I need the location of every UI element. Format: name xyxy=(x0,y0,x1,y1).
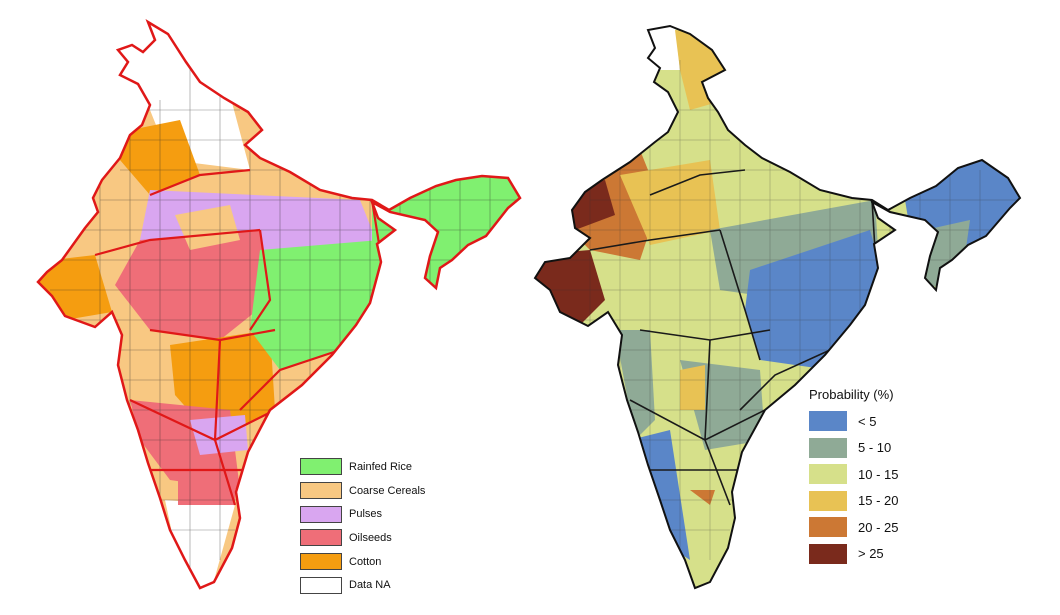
india-outline-left xyxy=(36,19,522,590)
region-rice-east xyxy=(250,240,385,370)
region-oilseeds-central xyxy=(115,230,270,340)
legend-label: Oilseeds xyxy=(349,531,392,544)
probability-legend: Probability (%) < 5 5 - 10 10 - 15 15 - … xyxy=(809,386,898,567)
legend-title: Probability (%) xyxy=(809,387,894,402)
legend-item-gt25: > 25 xyxy=(809,541,898,568)
region-data-na-north xyxy=(118,22,250,170)
legend-label: < 5 xyxy=(858,413,877,429)
legend-label: 15 - 20 xyxy=(858,493,899,509)
district-boundaries xyxy=(50,60,520,580)
legend-item-pulses: Pulses xyxy=(300,502,425,526)
prob-region-5-10-ne xyxy=(925,220,970,290)
state-boundaries xyxy=(589,169,876,506)
legend-label: Coarse Cereals xyxy=(349,484,426,497)
legend-item-20-25: 20 - 25 xyxy=(809,514,898,541)
swatch-5-10 xyxy=(809,437,847,458)
swatch-gt25 xyxy=(809,543,847,564)
region-rice-northeast xyxy=(372,170,520,300)
swatch-rainfed-rice xyxy=(300,458,342,476)
prob-region-lt5-northeast xyxy=(900,150,1020,270)
crop-map-panel: Rainfed Rice Coarse Cereals Pulses Oilse… xyxy=(36,19,522,597)
region-oilseeds-tamil xyxy=(178,470,235,505)
legend-label: > 25 xyxy=(858,546,884,562)
swatch-coarse-cereals xyxy=(300,482,342,500)
swatch-oilseeds xyxy=(300,529,342,547)
legend-label: 5 - 10 xyxy=(858,440,892,456)
region-cereals-patch xyxy=(175,205,240,250)
legend-item-rainfed-rice: Rainfed Rice xyxy=(300,455,425,479)
prob-region-white xyxy=(625,26,680,70)
legend-item-oilseeds: Oilseeds xyxy=(300,526,425,550)
probability-map-panel: Probability (%) < 5 5 - 10 10 - 15 15 - … xyxy=(530,0,1060,615)
prob-region-5-10-westcoast xyxy=(615,330,655,440)
prob-region-15-20-central xyxy=(620,160,720,245)
region-pulses-south xyxy=(190,415,248,455)
swatch-20-25 xyxy=(809,517,847,538)
prob-region-15-20-south xyxy=(680,365,705,410)
prob-region-gt25-gujarat xyxy=(535,250,605,330)
swatch-pulses xyxy=(300,505,342,523)
legend-label: 10 - 15 xyxy=(858,466,899,482)
swatch-data-na xyxy=(300,576,342,594)
crop-map xyxy=(36,19,522,590)
legend-label: Data NA xyxy=(349,579,391,592)
swatch-10-15 xyxy=(809,464,847,485)
legend-label: Pulses xyxy=(349,508,383,521)
legend-item-cotton: Cotton xyxy=(300,550,425,574)
legend-item-data-na: Data NA xyxy=(300,573,425,597)
legend-label: 20 - 25 xyxy=(858,519,899,535)
legend-item-5-10: 5 - 10 xyxy=(809,435,898,462)
probability-map xyxy=(533,24,1022,590)
india-outline-right xyxy=(533,24,1022,590)
state-boundaries xyxy=(94,168,382,506)
swatch-lt5 xyxy=(809,411,847,432)
legend-label: Rainfed Rice xyxy=(349,460,412,473)
prob-region-20-25-south xyxy=(690,490,715,505)
swatch-15-20 xyxy=(809,490,847,511)
crop-legend: Rainfed Rice Coarse Cereals Pulses Oilse… xyxy=(300,455,425,597)
legend-item-15-20: 15 - 20 xyxy=(809,488,898,515)
legend-item-10-15: 10 - 15 xyxy=(809,461,898,488)
legend-label: Cotton xyxy=(349,555,382,568)
legend-item-coarse-cereals: Coarse Cereals xyxy=(300,479,425,503)
swatch-cotton xyxy=(300,553,342,571)
legend-item-lt5: < 5 xyxy=(809,408,898,435)
